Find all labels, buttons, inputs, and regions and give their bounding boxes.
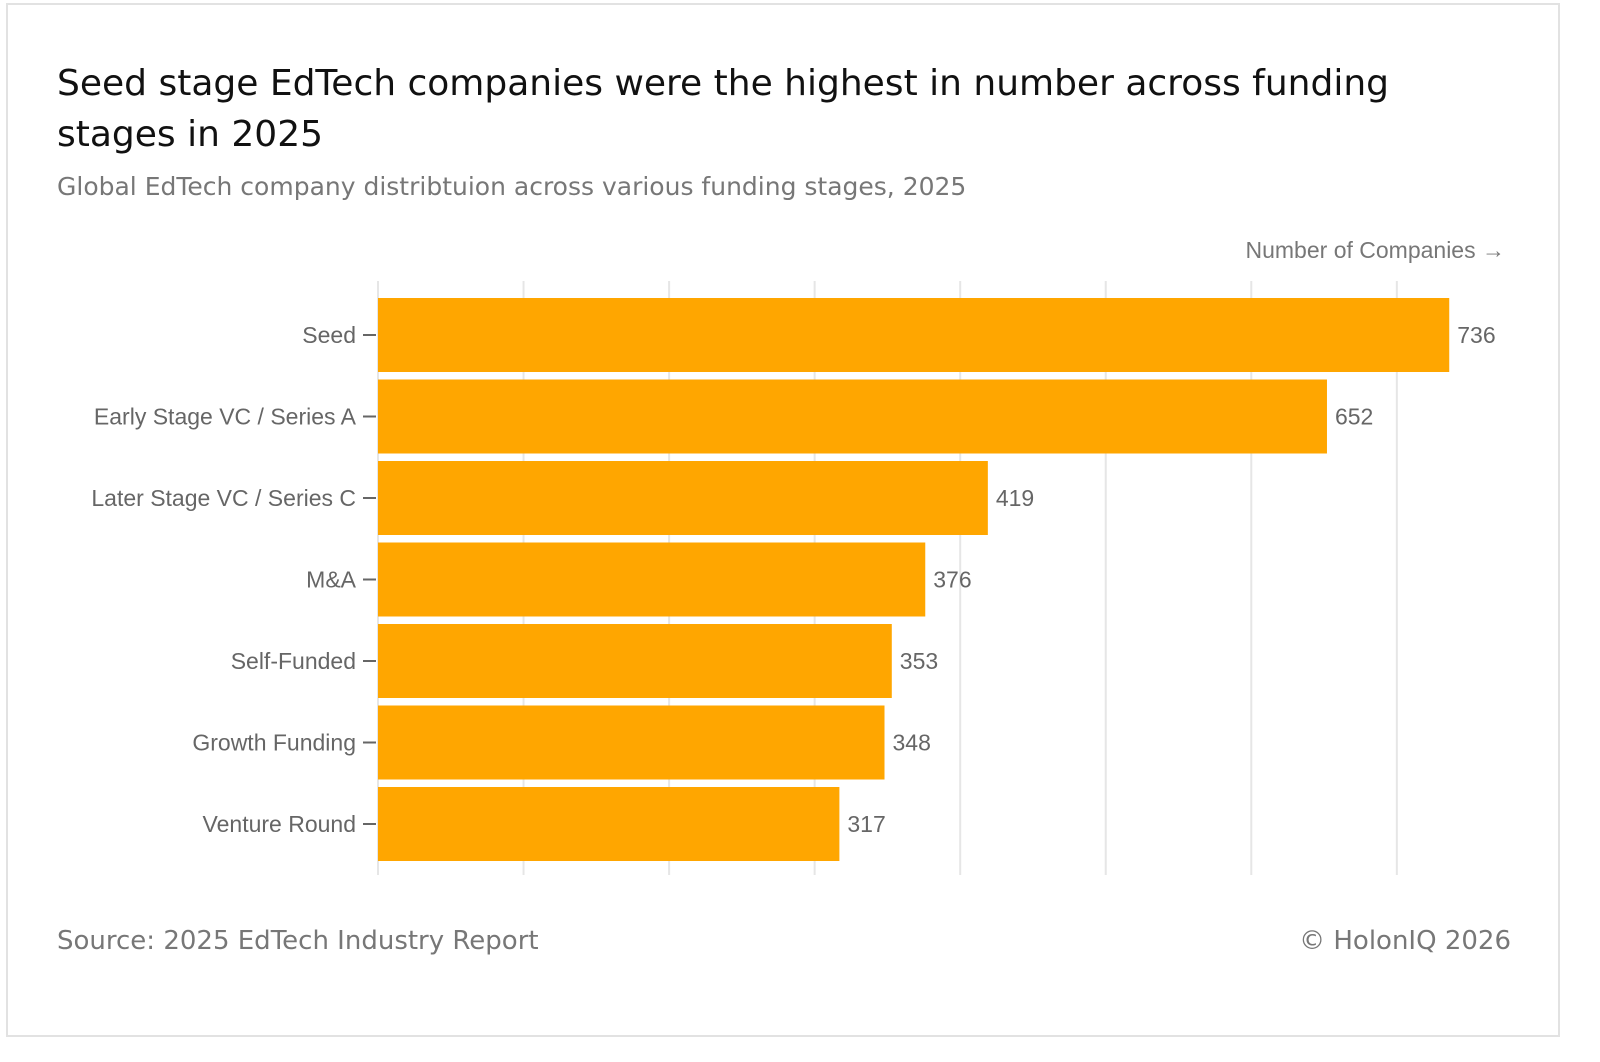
source-note: Source: 2025 EdTech Industry Report [57, 926, 539, 956]
x-axis-label: Number of Companies → [1246, 237, 1506, 263]
bar [378, 624, 892, 698]
data-label: 419 [996, 485, 1034, 511]
chart-frame [6, 3, 1560, 1037]
data-label: 317 [847, 811, 885, 837]
copyright-note: © HolonIQ 2026 [1299, 926, 1511, 956]
category-label: Later Stage VC / Series C [91, 485, 356, 511]
category-label: Early Stage VC / Series A [94, 404, 357, 430]
category-label: Self-Funded [231, 648, 356, 674]
category-label: M&A [306, 567, 357, 593]
data-label: 353 [900, 648, 938, 674]
bar [378, 705, 885, 780]
data-label: 348 [893, 730, 931, 756]
data-label: 376 [933, 567, 971, 593]
bar [378, 461, 988, 535]
bar [378, 542, 926, 617]
data-label: 652 [1335, 404, 1373, 430]
category-label: Growth Funding [192, 730, 356, 756]
bar [378, 379, 1327, 454]
category-label: Venture Round [203, 811, 356, 837]
bar [378, 298, 1450, 372]
category-label: Seed [302, 322, 356, 348]
bar [378, 787, 840, 861]
chart-subtitle: Global EdTech company distribtuion acros… [57, 172, 967, 201]
chart-title: Seed stage EdTech companies were the hig… [57, 63, 1389, 155]
data-label: 736 [1457, 322, 1495, 348]
